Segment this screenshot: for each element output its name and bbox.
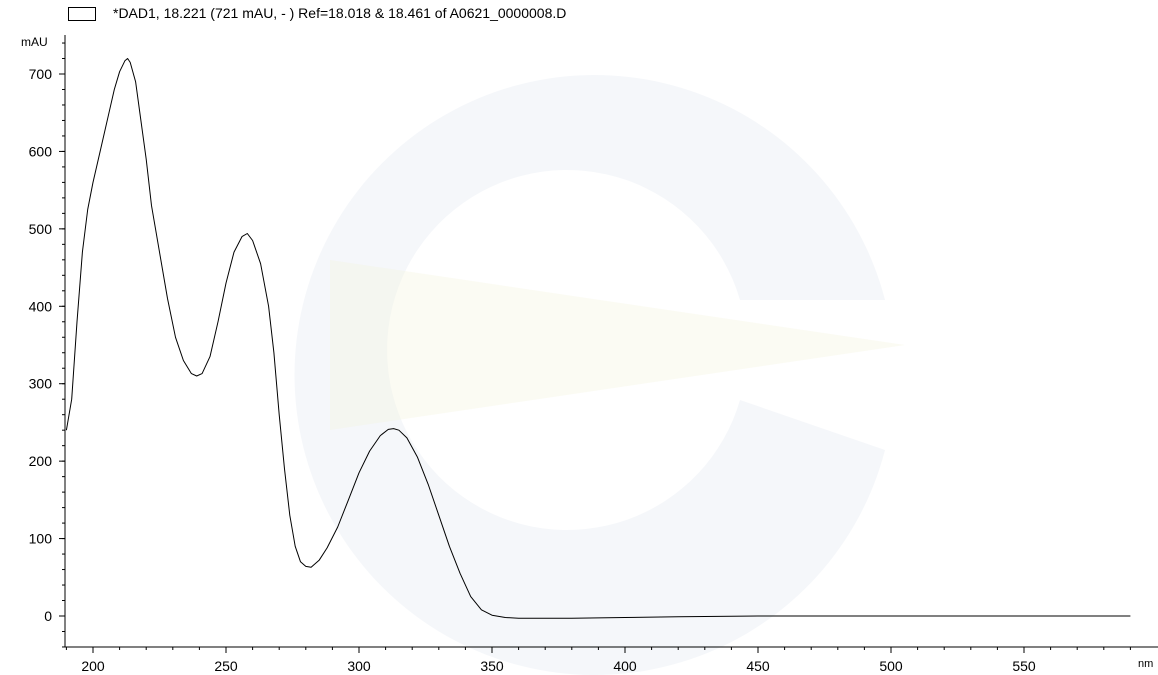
x-tick-label: 250 xyxy=(214,658,238,674)
y-tick-label: 100 xyxy=(29,531,53,547)
watermark-ray xyxy=(330,260,905,430)
y-tick-label: 600 xyxy=(29,143,53,159)
legend-swatch xyxy=(68,7,96,21)
spectrum-line xyxy=(65,58,1131,619)
y-tick-label: 400 xyxy=(29,298,53,314)
x-tick-label: 350 xyxy=(480,658,504,674)
y-tick-label: 0 xyxy=(44,608,52,624)
x-axis-unit-label: nm xyxy=(1138,658,1154,670)
y-tick-label: 300 xyxy=(29,376,53,392)
legend-label: *DAD1, 18.221 (721 mAU, - ) Ref=18.018 &… xyxy=(113,5,567,21)
y-axis-unit-label: mAU xyxy=(21,35,48,49)
y-tick-label: 200 xyxy=(29,453,53,469)
y-tick-label: 500 xyxy=(29,221,53,237)
y-tick-label: 700 xyxy=(29,66,53,82)
x-tick-label: 200 xyxy=(81,658,105,674)
x-tick-label: 450 xyxy=(746,658,770,674)
x-tick-label: 300 xyxy=(347,658,371,674)
x-tick-label: 500 xyxy=(879,658,903,674)
x-tick-label: 400 xyxy=(613,658,637,674)
x-tick-label: 550 xyxy=(1012,658,1036,674)
